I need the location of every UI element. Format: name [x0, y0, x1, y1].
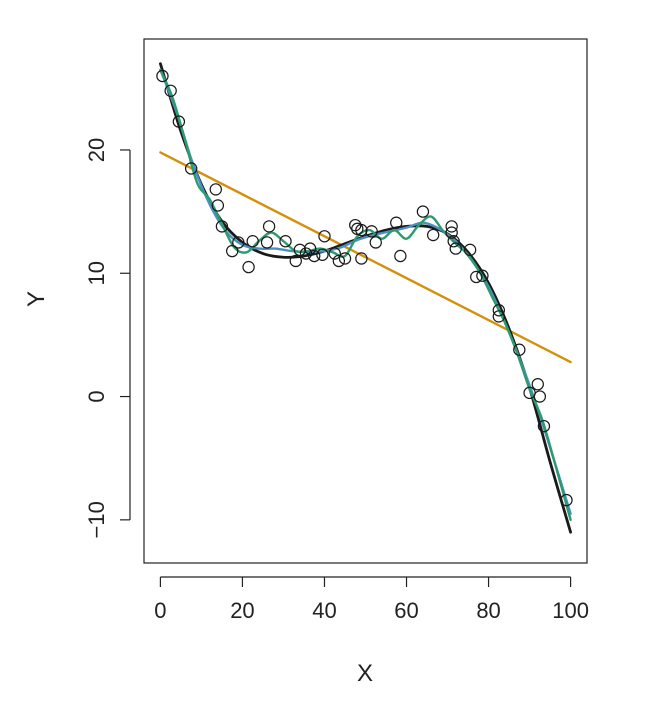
data-point — [394, 249, 407, 263]
y-tick-label: −10 — [84, 501, 109, 538]
data-point — [492, 304, 506, 317]
y-tick-label: 0 — [84, 390, 109, 402]
data-point — [211, 199, 225, 212]
data-point — [416, 205, 430, 218]
data-point — [449, 242, 462, 255]
data-point — [293, 243, 307, 257]
data-point — [232, 236, 245, 249]
data-point — [560, 493, 573, 507]
data-point — [492, 310, 506, 323]
y-axis: −10 0 10 20 — [84, 138, 131, 539]
data-point — [445, 220, 458, 233]
x-axis: 0 20 40 60 80 100 — [154, 576, 589, 623]
y-axis-title: Y — [23, 291, 50, 307]
x-tick-label: 40 — [312, 598, 336, 623]
data-point — [262, 220, 276, 233]
data-point — [318, 230, 331, 243]
data-point — [365, 225, 378, 238]
data-point — [390, 216, 403, 229]
data-point — [369, 236, 382, 249]
data-point — [225, 244, 239, 258]
data-point — [316, 248, 329, 261]
data-point — [172, 115, 186, 128]
data-point — [445, 226, 458, 239]
data-point — [338, 252, 352, 265]
data-point — [513, 343, 526, 356]
data-point — [164, 84, 177, 97]
x-tick-label: 0 — [154, 598, 166, 623]
data-point — [209, 183, 222, 196]
data-point — [476, 269, 489, 282]
data-point — [355, 223, 368, 237]
data-point — [355, 252, 368, 265]
y-tick-label: 20 — [84, 138, 109, 162]
data-point — [537, 419, 551, 433]
series-lines — [159, 62, 572, 534]
data-point — [242, 260, 255, 274]
data-point — [426, 228, 440, 242]
data-point — [463, 243, 477, 257]
data-point — [156, 69, 169, 83]
data-point — [531, 378, 544, 391]
x-tick-label: 20 — [230, 598, 254, 623]
x-axis-title: X — [357, 660, 373, 687]
data-point — [215, 220, 229, 233]
data-point — [260, 236, 274, 249]
data-point — [533, 390, 547, 403]
linear-fit-line — [159, 151, 572, 364]
data-point — [184, 162, 198, 175]
data-point — [279, 235, 292, 248]
data-point — [246, 235, 259, 248]
y-tick-label: 10 — [84, 261, 109, 285]
x-tick-label: 60 — [394, 598, 418, 623]
data-point — [308, 249, 321, 263]
data-point — [447, 235, 460, 248]
x-tick-label: 80 — [476, 598, 500, 623]
data-point — [328, 247, 341, 260]
data-points — [156, 69, 573, 507]
data-point — [470, 270, 483, 284]
data-point — [289, 254, 302, 268]
smooth-fit-line — [159, 68, 572, 515]
data-point — [332, 254, 346, 268]
wiggly-fit-line — [159, 68, 572, 522]
data-point — [303, 242, 317, 255]
x-tick-label: 100 — [552, 598, 589, 623]
polynomial-fit-line — [159, 62, 572, 534]
plot-frame — [143, 38, 588, 564]
